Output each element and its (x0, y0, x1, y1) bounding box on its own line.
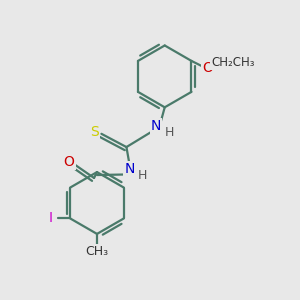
Text: H: H (138, 169, 147, 182)
Text: O: O (202, 61, 213, 75)
Text: I: I (49, 212, 53, 226)
Text: H: H (164, 126, 174, 139)
Text: N: N (151, 119, 161, 134)
Text: O: O (64, 155, 74, 169)
Text: S: S (91, 125, 99, 139)
Text: CH₃: CH₃ (85, 245, 109, 258)
Text: CH₂CH₃: CH₂CH₃ (211, 56, 254, 69)
Text: N: N (124, 162, 135, 176)
